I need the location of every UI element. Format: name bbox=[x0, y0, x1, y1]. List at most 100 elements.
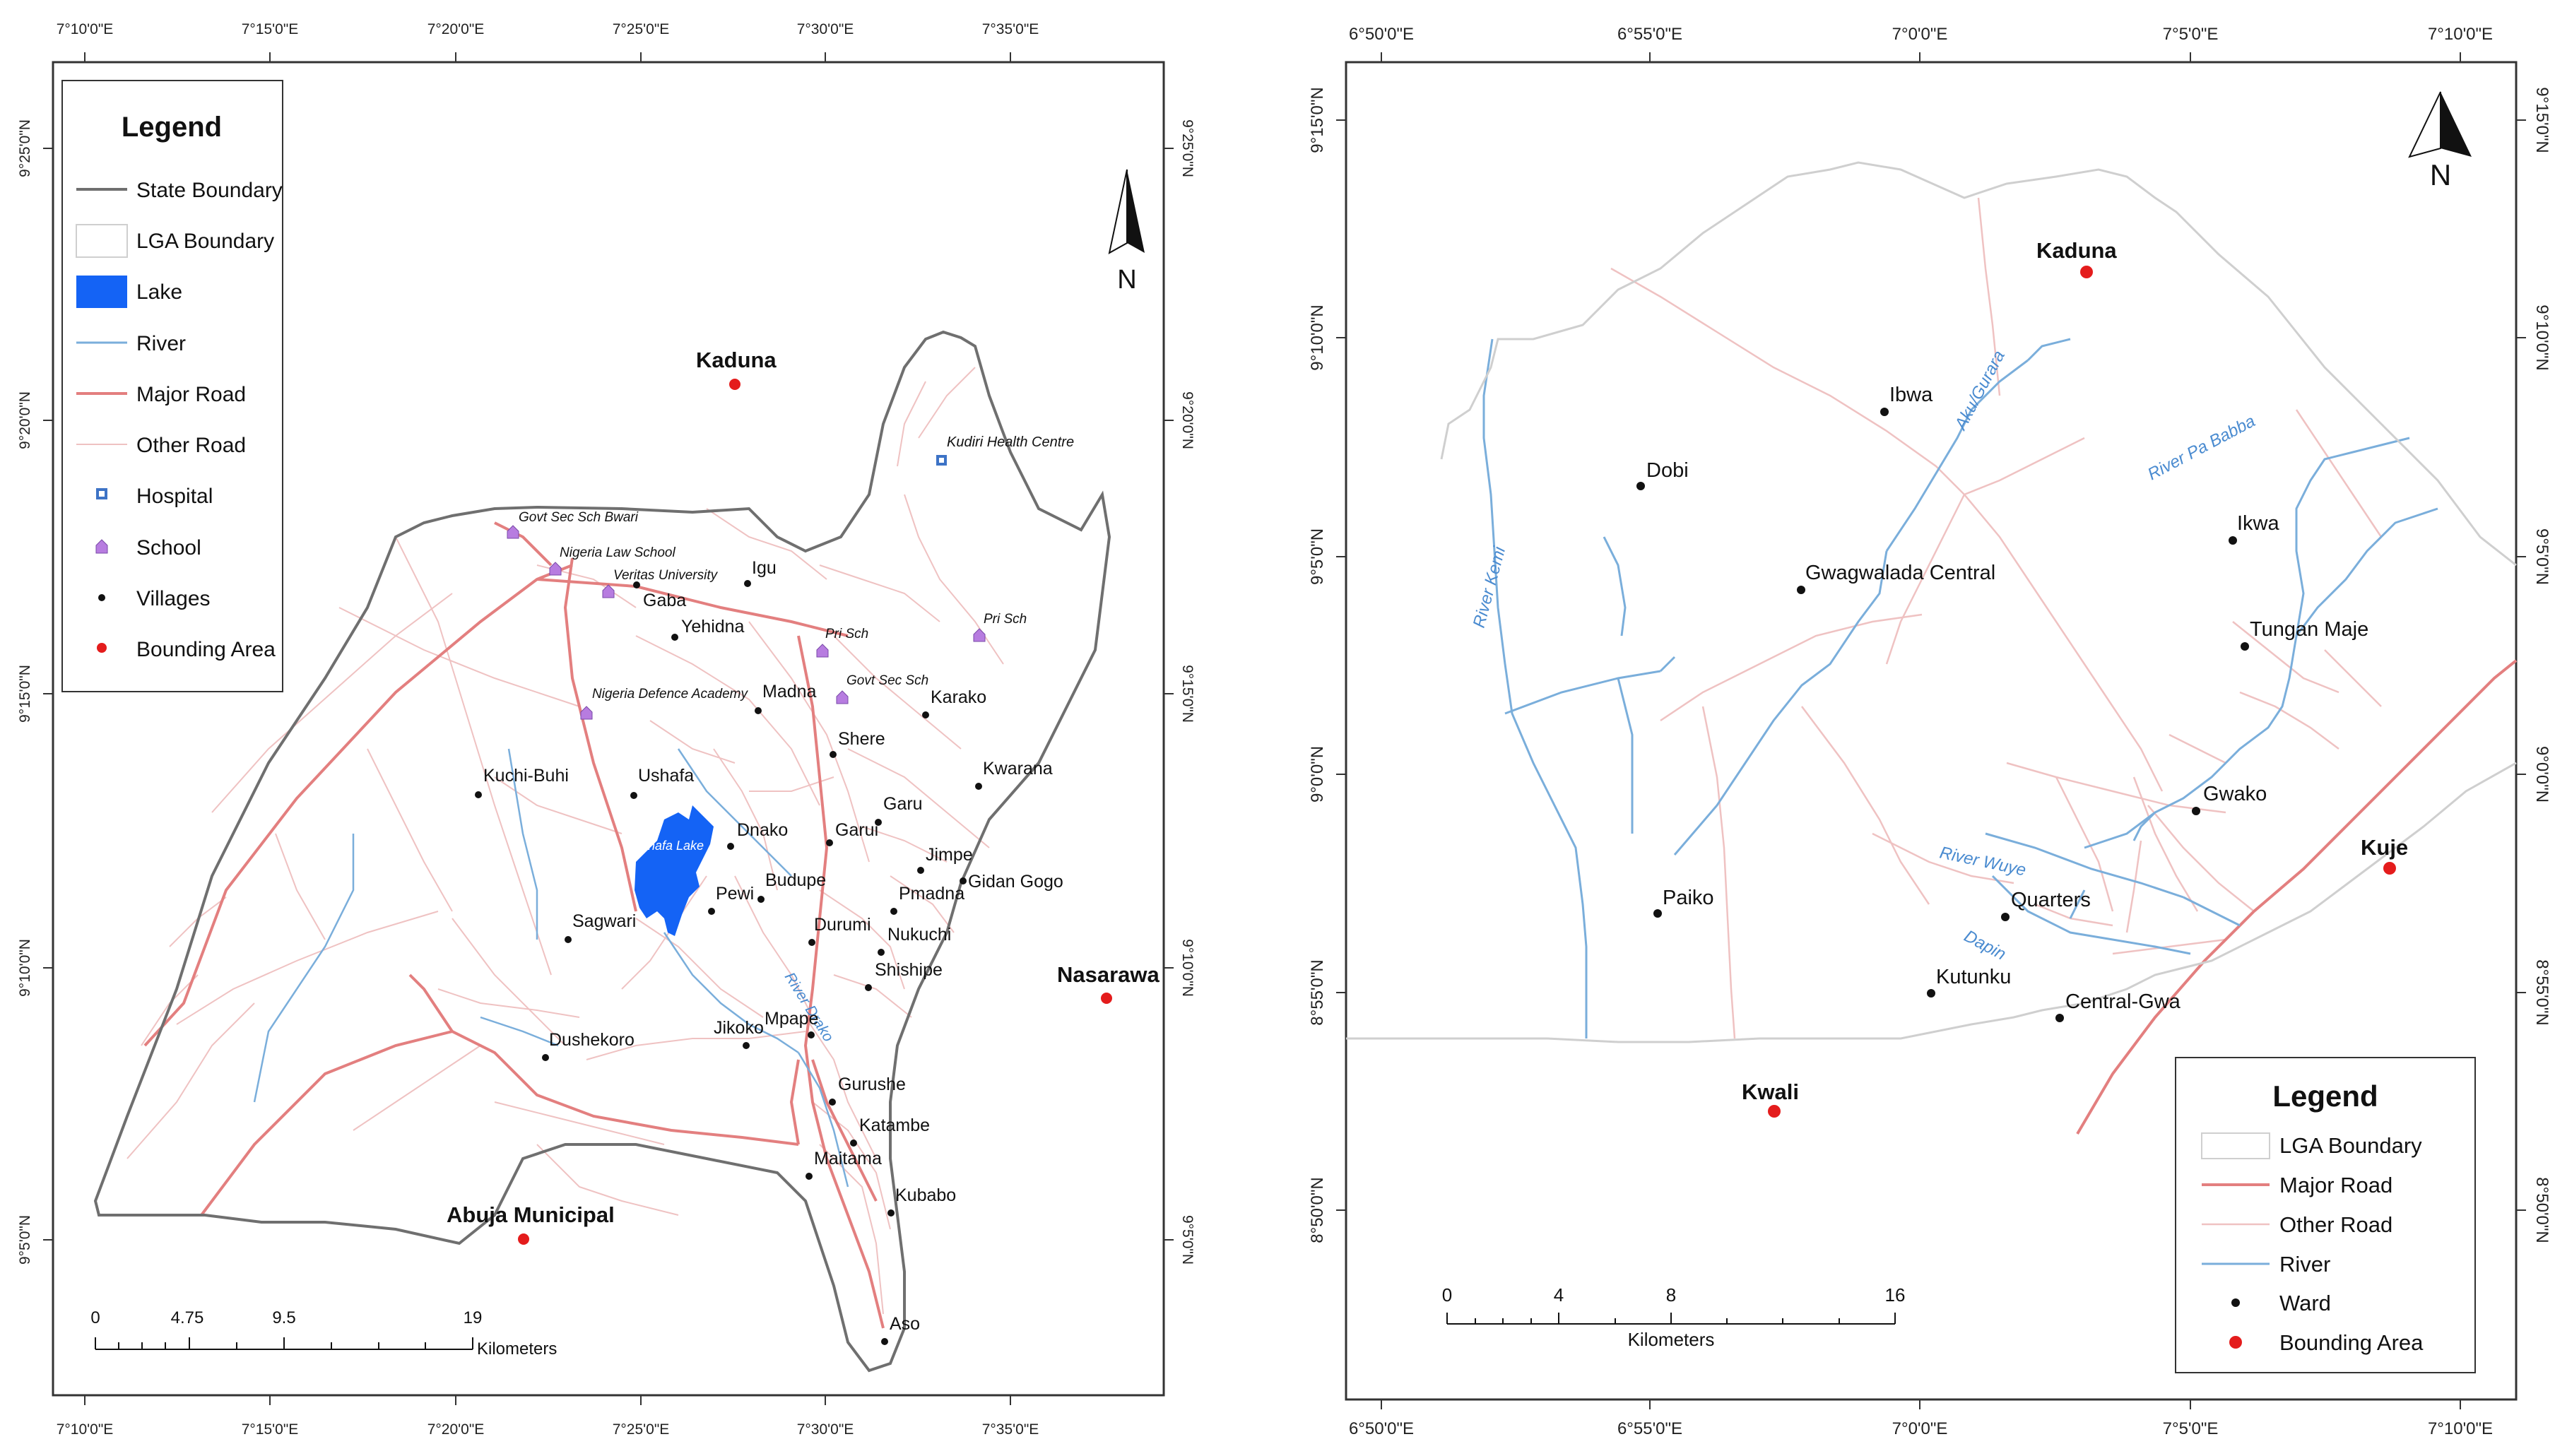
school-label: Veritas University bbox=[613, 568, 719, 583]
school-label: Pri Sch bbox=[984, 612, 1027, 627]
school-icon bbox=[507, 525, 519, 539]
lat-label-right: 9°10'0"N bbox=[2532, 304, 2551, 370]
scale-bar: 0 4.75 9.5 19 Kilometers bbox=[90, 1308, 557, 1359]
village-label: Budupe bbox=[765, 870, 826, 890]
north-label: N bbox=[1117, 265, 1136, 295]
legend-item-label: LGA Boundary bbox=[136, 230, 274, 253]
legend-item-label: Hospital bbox=[136, 485, 213, 508]
ward-label: Gwako bbox=[2203, 783, 2267, 805]
scale-tick-label: 4.75 bbox=[171, 1308, 204, 1327]
village-marker bbox=[850, 1140, 857, 1147]
state-boundary bbox=[93, 330, 1111, 1373]
village-marker bbox=[890, 908, 897, 915]
ward-label: Quarters bbox=[2011, 889, 2091, 911]
scale-unit: Kilometers bbox=[1628, 1329, 1715, 1350]
scale-bar: 0 4 8 16 Kilometers bbox=[1442, 1284, 1906, 1350]
rivers bbox=[253, 748, 849, 1188]
village-marker bbox=[633, 581, 640, 588]
school-icon bbox=[580, 706, 593, 720]
map-frame bbox=[1345, 61, 2518, 1401]
ushafa-lake bbox=[635, 805, 714, 936]
scale-tick-label: 0 bbox=[1442, 1284, 1452, 1306]
legend-item-label: Major Road bbox=[136, 383, 246, 406]
bounding-area-label: Kwali bbox=[1742, 1079, 1799, 1104]
ward-label: Tungan Maje bbox=[2250, 618, 2368, 641]
village-label: Durumi bbox=[814, 915, 871, 935]
village-marker bbox=[887, 1209, 895, 1217]
village-label: Dnako bbox=[737, 820, 788, 840]
legend-item-label: State Boundary bbox=[136, 179, 283, 202]
lon-label-bottom: 6°55'0"E bbox=[1617, 1419, 1682, 1438]
village-marker bbox=[829, 1099, 836, 1106]
legend-item-label: River bbox=[136, 332, 186, 355]
lon-label-top: 7°10'0"E bbox=[2428, 25, 2493, 44]
school-label: Pri Sch bbox=[825, 627, 868, 641]
lat-label-left: 8°55'0"N bbox=[1308, 959, 1327, 1025]
other-roads bbox=[1610, 197, 2383, 1039]
lon-label-bottom: 6°50'0"E bbox=[1349, 1419, 1414, 1438]
lat-label-left: 9°10'0"N bbox=[1308, 304, 1327, 370]
bounding-area-label: Nasarawa bbox=[1057, 962, 1160, 987]
north-label: N bbox=[2430, 158, 2451, 191]
village-label: Kubabo bbox=[895, 1185, 956, 1205]
legend-item-label: Bounding Area bbox=[136, 638, 276, 661]
lon-label-bottom: 7°30'0"E bbox=[797, 1421, 854, 1438]
village-label: Yehidna bbox=[681, 617, 745, 637]
village-marker bbox=[881, 1338, 888, 1345]
village-label: Dushekoro bbox=[549, 1030, 635, 1050]
legend-symbol-bounding-area bbox=[2229, 1336, 2242, 1349]
rivers bbox=[1482, 338, 2438, 1038]
village-label: Mpape bbox=[765, 1009, 818, 1029]
village-marker bbox=[671, 634, 678, 641]
village-label: Kwarana bbox=[983, 759, 1053, 779]
lon-label-top: 7°25'0"E bbox=[613, 21, 670, 37]
legend-item-label: Other Road bbox=[2279, 1212, 2392, 1237]
village-label: Gidan Gogo bbox=[968, 872, 1063, 892]
village-marker bbox=[727, 843, 734, 850]
lon-label-bottom: 7°15'0"E bbox=[242, 1421, 299, 1438]
village-label: Ushafa bbox=[638, 766, 694, 786]
village-marker bbox=[865, 984, 872, 991]
village-label: Garu bbox=[883, 794, 923, 814]
north-arrow-icon bbox=[2408, 91, 2472, 158]
legend-symbol-lake bbox=[76, 276, 127, 308]
other-roads bbox=[126, 367, 1004, 1315]
lat-label-right: 8°50'0"N bbox=[2532, 1177, 2551, 1243]
bounding-area-marker bbox=[1101, 993, 1112, 1004]
village-label: Karako bbox=[931, 687, 986, 707]
hospital-icon bbox=[936, 455, 947, 466]
village-marker bbox=[830, 751, 837, 758]
ward-marker bbox=[1653, 909, 1662, 918]
major-roads bbox=[143, 521, 885, 1329]
legend-item-label: LGA Boundary bbox=[2279, 1133, 2422, 1158]
lon-label-top: 7°30'0"E bbox=[797, 21, 854, 37]
legend: Legend LGA Boundary Major Road Other Roa… bbox=[2175, 1057, 2476, 1373]
legend-item-label: Villages bbox=[136, 587, 211, 610]
legend: Legend State Boundary LGA Boundary Lake … bbox=[61, 80, 283, 692]
legend-item-label: Ward bbox=[2279, 1291, 2331, 1315]
village-marker bbox=[744, 580, 751, 587]
school-icon bbox=[549, 562, 562, 576]
legend-item-label: River bbox=[2279, 1252, 2330, 1277]
village-label: Kuchi-Buhi bbox=[483, 766, 569, 786]
legend-symbol-hospital bbox=[96, 488, 107, 499]
lat-label-left: 9°15'0"N bbox=[17, 665, 33, 723]
village-marker bbox=[743, 1042, 750, 1049]
village-label: Aso bbox=[890, 1314, 920, 1334]
legend-symbol-lga-boundary bbox=[2201, 1132, 2270, 1159]
village-label: Shishipe bbox=[875, 960, 943, 980]
legend-item-label: Lake bbox=[136, 280, 182, 304]
lat-label-right: 9°15'0"N bbox=[1179, 665, 1196, 723]
lga-boundary bbox=[1346, 161, 2517, 1043]
lon-label-bottom: 7°20'0"E bbox=[427, 1421, 485, 1438]
lat-label-left: 9°0'0"N bbox=[1308, 746, 1327, 803]
scale-tick-label: 9.5 bbox=[272, 1308, 295, 1327]
village-marker bbox=[565, 936, 572, 943]
lon-label-top: 7°15'0"E bbox=[242, 21, 299, 37]
lon-label-bottom: 7°10'0"E bbox=[57, 1421, 114, 1438]
village-marker bbox=[808, 1031, 815, 1038]
village-label: Igu bbox=[752, 558, 777, 578]
village-marker bbox=[826, 839, 833, 846]
legend-title: Legend bbox=[2272, 1079, 2378, 1113]
scale-tick-label: 16 bbox=[1885, 1284, 1906, 1306]
